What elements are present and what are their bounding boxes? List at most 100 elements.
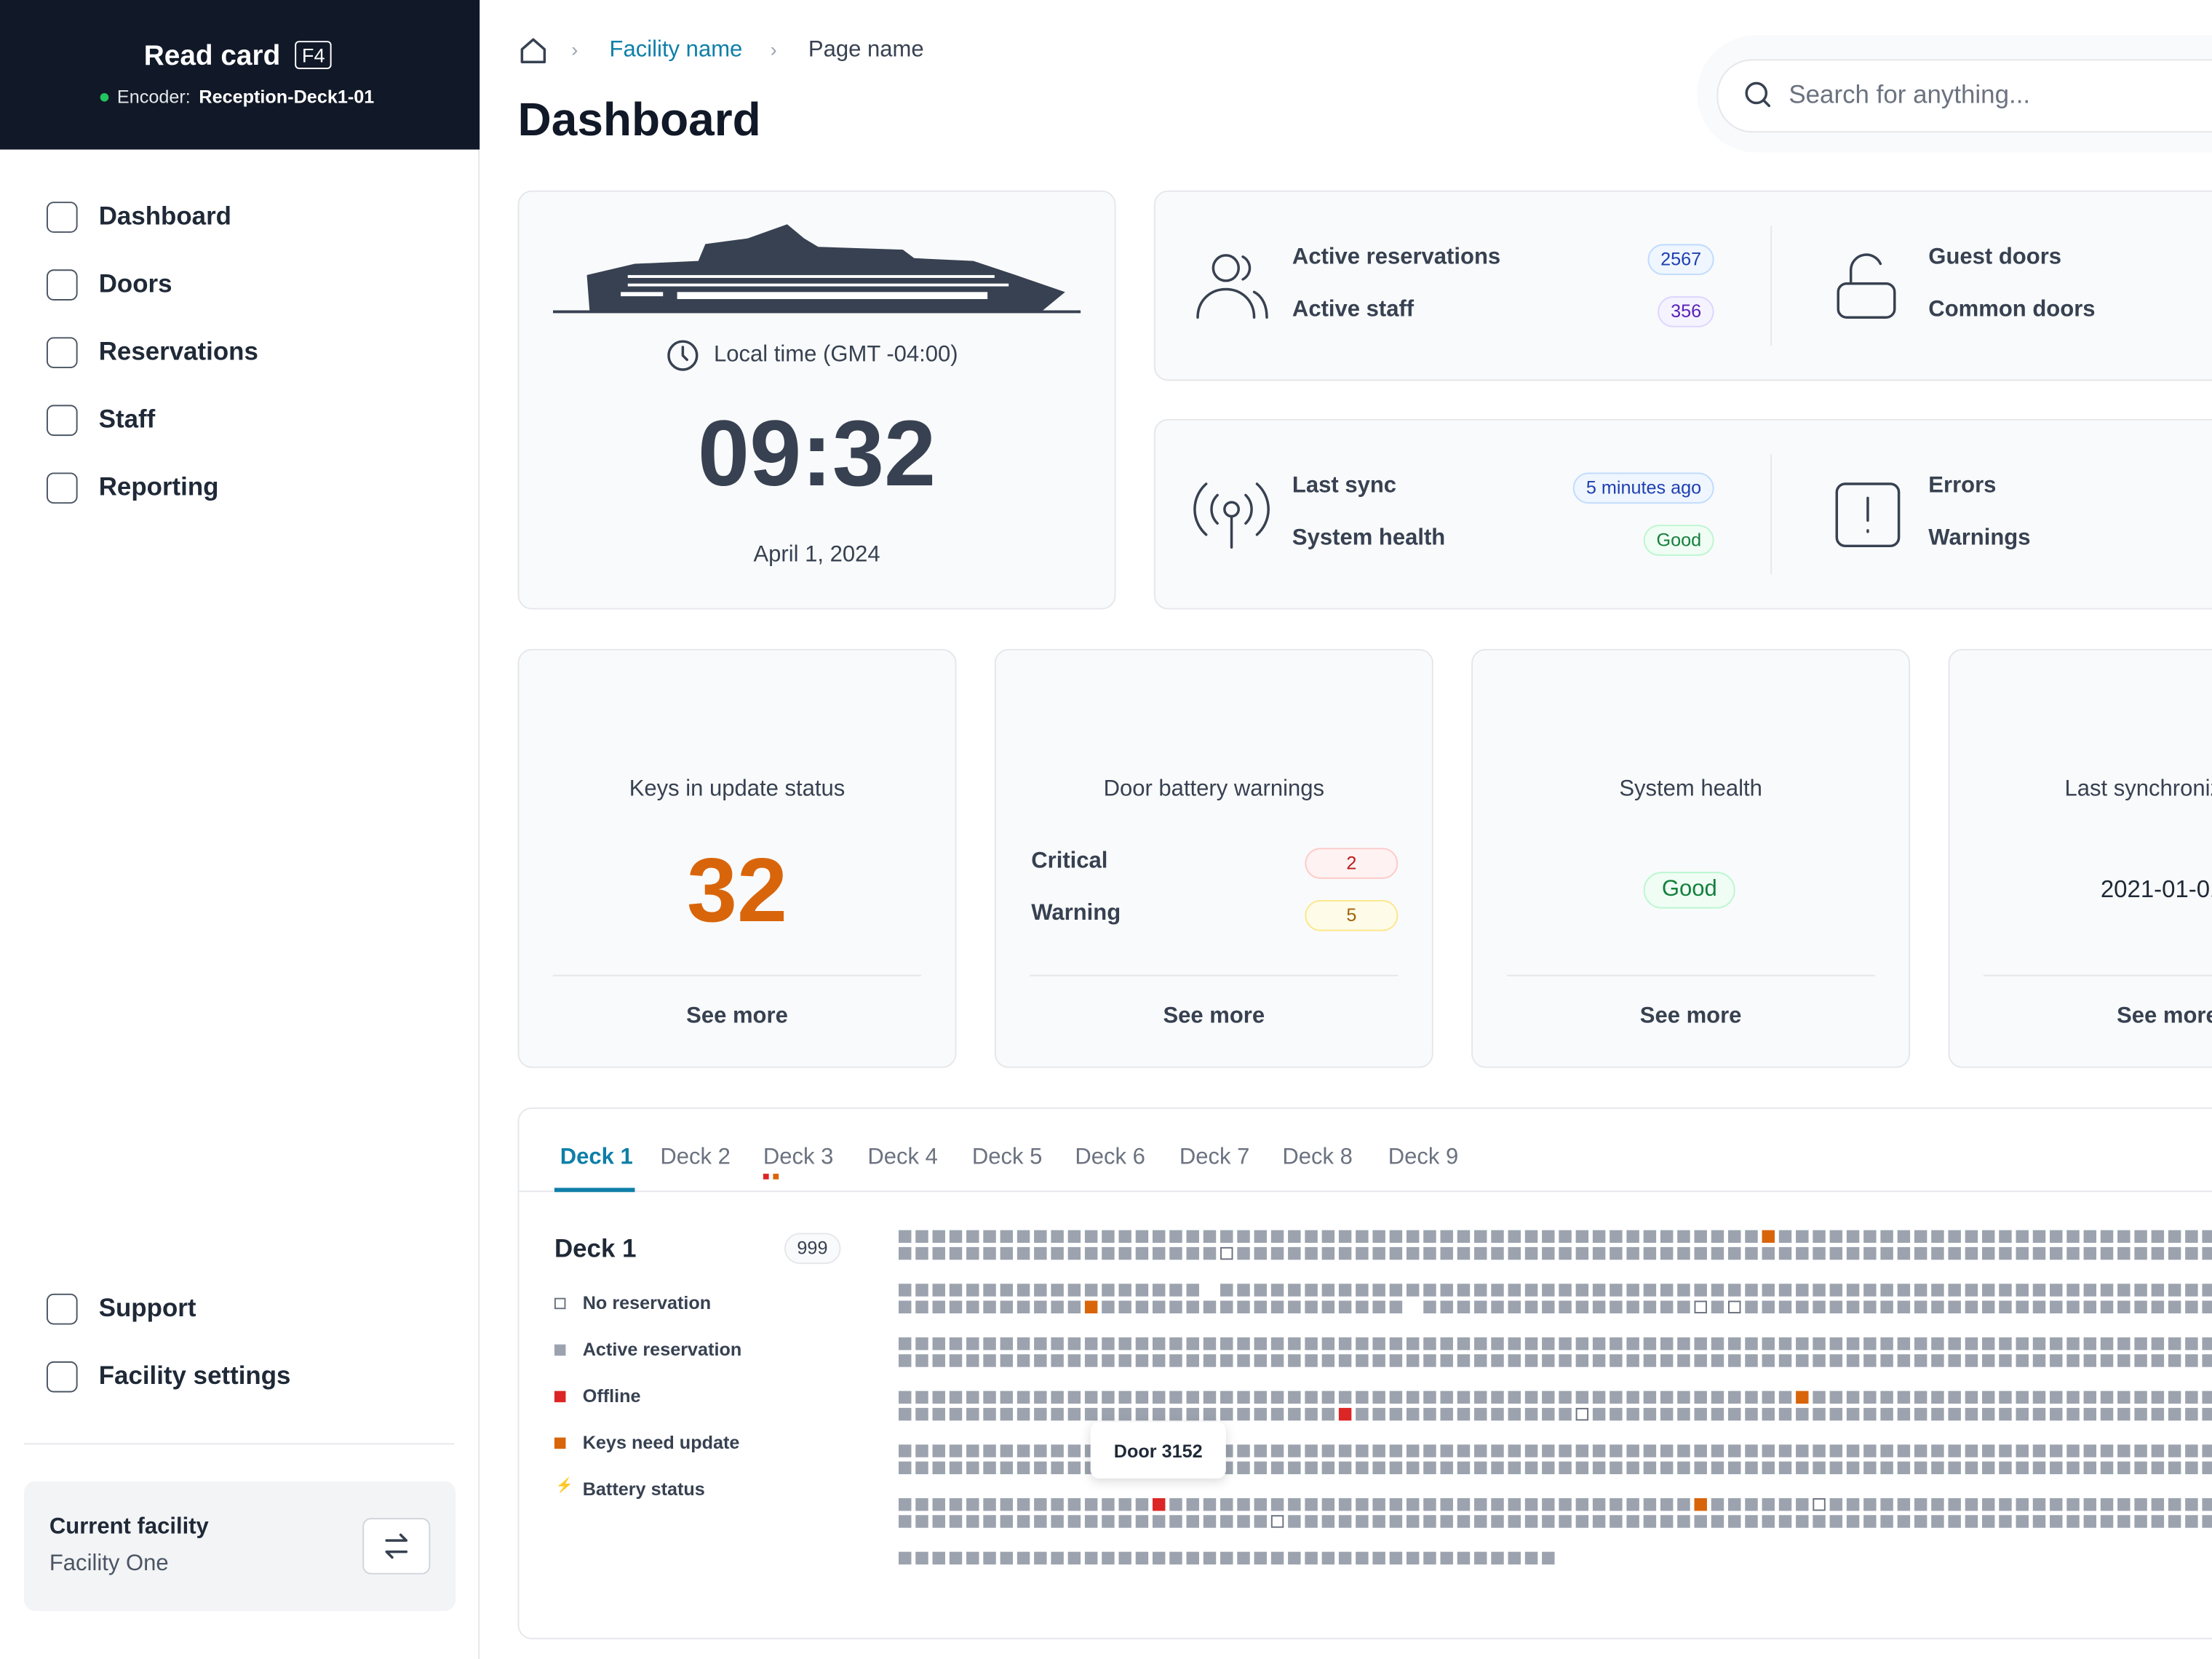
door-cell[interactable] [1524, 1551, 1538, 1565]
door-cell[interactable] [1372, 1515, 1385, 1528]
door-cell[interactable] [1711, 1515, 1724, 1528]
door-cell[interactable] [1423, 1391, 1436, 1404]
door-cell[interactable] [1423, 1515, 1436, 1528]
door-cell[interactable] [1846, 1354, 1860, 1367]
door-cell[interactable] [1829, 1497, 1843, 1511]
door-cell[interactable] [1829, 1354, 1843, 1367]
door-cell[interactable] [1220, 1337, 1233, 1350]
door-cell[interactable] [1778, 1284, 1792, 1297]
door-cell[interactable] [2134, 1391, 2147, 1404]
door-cell[interactable] [949, 1300, 963, 1314]
door-cell[interactable] [1423, 1461, 1436, 1475]
door-cell[interactable] [1288, 1407, 1301, 1421]
door-cell[interactable] [1288, 1444, 1301, 1457]
door-cell[interactable] [1017, 1461, 1030, 1475]
door-cell[interactable] [1542, 1300, 1555, 1314]
door-cell[interactable] [2202, 1497, 2212, 1511]
door-cell[interactable] [1796, 1284, 1809, 1297]
door-cell[interactable] [1338, 1246, 1352, 1260]
door-cell[interactable] [1728, 1515, 1741, 1528]
door-cell[interactable] [2202, 1407, 2212, 1421]
door-cell[interactable] [1356, 1230, 1369, 1244]
door-cell[interactable] [1270, 1515, 1284, 1528]
deck-tab[interactable]: Deck 7 [1179, 1145, 1250, 1170]
door-cell[interactable] [1305, 1391, 1318, 1404]
door-cell[interactable] [1338, 1391, 1352, 1404]
door-cell[interactable] [2066, 1515, 2080, 1528]
door-cell[interactable] [915, 1246, 928, 1260]
door-cell[interactable] [899, 1461, 912, 1475]
door-cell[interactable] [1863, 1300, 1877, 1314]
door-cell[interactable] [1542, 1354, 1555, 1367]
door-cell[interactable] [2151, 1461, 2165, 1475]
door-cell[interactable] [1677, 1337, 1690, 1350]
door-cell[interactable] [1610, 1444, 1623, 1457]
door-cell[interactable] [1152, 1551, 1166, 1565]
door-cell[interactable] [1981, 1391, 1995, 1404]
door-cell[interactable] [2202, 1246, 2212, 1260]
door-cell[interactable] [1559, 1284, 1572, 1297]
door-cell[interactable] [1863, 1230, 1877, 1244]
door-cell[interactable] [1931, 1497, 1944, 1511]
door-cell[interactable] [1880, 1337, 1893, 1350]
door-cell[interactable] [1796, 1354, 1809, 1367]
nav-item[interactable]: Doors [98, 269, 172, 298]
door-cell[interactable] [1575, 1284, 1589, 1297]
door-cell[interactable] [1288, 1515, 1301, 1528]
door-cell[interactable] [2066, 1444, 2080, 1457]
door-cell[interactable] [1135, 1246, 1149, 1260]
door-cell[interactable] [1084, 1515, 1098, 1528]
door-cell[interactable] [915, 1284, 928, 1297]
door-cell[interactable] [1152, 1284, 1166, 1297]
door-cell[interactable] [1102, 1515, 1115, 1528]
door-cell[interactable] [1321, 1284, 1335, 1297]
door-cell[interactable] [1660, 1284, 1674, 1297]
door-cell[interactable] [983, 1230, 996, 1244]
door-cell[interactable] [1034, 1551, 1047, 1565]
door-cell[interactable] [1457, 1284, 1471, 1297]
door-cell[interactable] [1677, 1407, 1690, 1421]
door-cell[interactable] [1474, 1300, 1487, 1314]
door-cell[interactable] [1051, 1444, 1064, 1457]
door-cell[interactable] [1067, 1461, 1081, 1475]
door-cell[interactable] [2202, 1391, 2212, 1404]
door-cell[interactable] [1711, 1230, 1724, 1244]
door-cell[interactable] [1694, 1354, 1707, 1367]
door-cell[interactable] [1575, 1444, 1589, 1457]
door-cell[interactable] [1863, 1246, 1877, 1260]
door-cell[interactable] [1000, 1515, 1014, 1528]
door-cell[interactable] [1169, 1551, 1182, 1565]
door-cell[interactable] [1965, 1354, 1978, 1367]
door-cell[interactable] [2185, 1284, 2198, 1297]
door-cell[interactable] [1203, 1300, 1217, 1314]
door-cell[interactable] [1728, 1444, 1741, 1457]
door-cell[interactable] [1610, 1246, 1623, 1260]
door-cell[interactable] [932, 1407, 945, 1421]
door-cell[interactable] [2100, 1300, 2114, 1314]
door-cell[interactable] [1643, 1515, 1657, 1528]
door-cell[interactable] [1677, 1300, 1690, 1314]
door-cell[interactable] [2066, 1407, 2080, 1421]
door-cell[interactable] [1880, 1515, 1893, 1528]
door-cell[interactable] [1135, 1230, 1149, 1244]
door-cell[interactable] [1796, 1407, 1809, 1421]
door-cell[interactable] [1288, 1551, 1301, 1565]
door-cell[interactable] [2185, 1391, 2198, 1404]
door-cell[interactable] [2185, 1444, 2198, 1457]
door-cell[interactable] [1745, 1391, 1758, 1404]
door-cell[interactable] [1575, 1407, 1589, 1421]
door-cell[interactable] [983, 1515, 996, 1528]
door-cell[interactable] [1897, 1354, 1911, 1367]
door-cell[interactable] [1051, 1337, 1064, 1350]
door-cell[interactable] [1863, 1515, 1877, 1528]
door-cell[interactable] [2202, 1444, 2212, 1457]
door-cell[interactable] [1321, 1230, 1335, 1244]
door-cell[interactable] [1914, 1354, 1927, 1367]
door-cell[interactable] [1220, 1284, 1233, 1297]
door-cell[interactable] [1999, 1284, 2012, 1297]
read-card[interactable]: Read card [143, 41, 281, 72]
door-cell[interactable] [1457, 1551, 1471, 1565]
door-cell[interactable] [1152, 1354, 1166, 1367]
door-cell[interactable] [1694, 1246, 1707, 1260]
door-cell[interactable] [2016, 1300, 2029, 1314]
